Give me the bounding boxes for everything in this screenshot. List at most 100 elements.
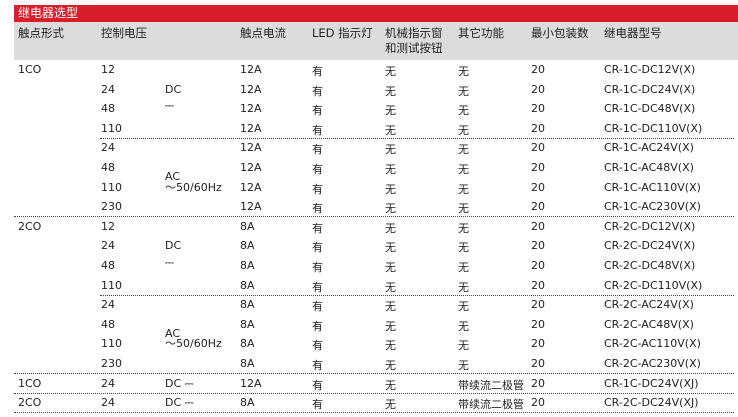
cell-model: CR-2C-AC230V(X)	[604, 357, 701, 370]
cell-led: 有	[312, 163, 323, 176]
row-divider	[14, 412, 734, 414]
cell-cur: 8A	[240, 259, 255, 272]
cell-cur: 8A	[240, 239, 255, 253]
cell-other: 无	[458, 104, 469, 118]
cell-mech: 无	[385, 163, 396, 176]
cell-volt: 48	[101, 259, 115, 272]
cell-volt: 48	[101, 102, 115, 116]
cell-pack: 20	[531, 357, 545, 370]
cell-cur: 8A	[240, 396, 255, 410]
cell-other: 无	[458, 261, 469, 274]
cell-cur: 12A	[240, 82, 262, 96]
cell-led: 有	[312, 398, 323, 412]
cell-type: AC	[165, 326, 181, 340]
cell-led: 有	[312, 123, 323, 137]
table-row: 230 8A 有 无 无 20 CR-2C-AC230V(X)	[0, 354, 738, 374]
cell-model: CR-1C-DC24V(X)	[604, 82, 696, 96]
section-title: 继电器选型	[14, 5, 738, 22]
cell-type: ～50/60Hz	[165, 180, 222, 194]
table-row: 230 12A 有 无 无 20 CR-1C-AC230V(X)	[0, 197, 738, 217]
cell-led: 有	[312, 84, 323, 98]
cell-mech: 无	[385, 65, 396, 78]
cell-volt: 12	[101, 219, 115, 233]
cell-cur: 12A	[240, 102, 262, 116]
cell-mech: 无	[385, 182, 396, 196]
cell-mech: 无	[385, 319, 396, 333]
cell-mech: 无	[385, 84, 396, 98]
cell-cur: 8A	[240, 317, 255, 331]
header-other: 其它功能	[458, 26, 504, 40]
cell-volt: 48	[101, 161, 115, 174]
cell-pack: 20	[531, 180, 545, 194]
cell-volt: 24	[101, 141, 115, 155]
cell-volt: 24	[101, 82, 115, 96]
cell-type: DC	[165, 239, 182, 253]
cell-type: DC ⎓	[165, 396, 194, 410]
cell-cur: 12A	[240, 200, 262, 214]
cell-form: 2CO	[18, 219, 42, 233]
row-divider	[100, 137, 734, 139]
cell-other: 无	[458, 84, 469, 98]
header-led: LED 指示灯	[312, 26, 373, 40]
cell-mech: 无	[385, 261, 396, 274]
cell-pack: 20	[531, 298, 545, 312]
cell-pack: 20	[531, 337, 545, 351]
table-row: 2CO 24 DC ⎓ 8A 有 无 带续流二极管 20 CR-2C-DC24V(XJ)	[0, 393, 738, 413]
cell-model: CR-2C-AC24V(X)	[604, 298, 694, 312]
table-row: 48 ⎓ 12A 有 无 无 20 CR-1C-DC48V(X)	[0, 99, 738, 119]
table-row: 48 AC 8A 有 无 无 20 CR-2C-AC48V(X)	[0, 315, 738, 340]
cell-model: CR-1C-DC12V(X)	[604, 63, 696, 76]
cell-model: CR-2C-DC48V(X)	[604, 259, 696, 272]
table-header	[14, 22, 738, 60]
cell-type: ⎓	[165, 99, 174, 113]
cell-model: CR-1C-DC48V(X)	[604, 102, 696, 116]
cell-pack: 20	[531, 161, 545, 174]
cell-cur: 8A	[240, 278, 255, 292]
cell-model: CR-1C-DC110V(X)	[604, 121, 703, 135]
cell-mech: 无	[385, 378, 396, 392]
cell-pack: 20	[531, 376, 545, 390]
cell-model: CR-1C-AC24V(X)	[604, 141, 694, 155]
table-row: 24 DC 8A 有 无 无 20 CR-2C-DC24V(X)	[0, 236, 738, 256]
cell-mech: 无	[385, 202, 396, 216]
cell-cur: 8A	[240, 357, 255, 370]
cell-volt: 110	[101, 337, 122, 351]
cell-type: AC	[165, 170, 181, 183]
cell-pack: 20	[531, 317, 545, 331]
cell-type: ～50/60Hz	[165, 337, 222, 351]
cell-cur: 12A	[240, 161, 262, 174]
cell-mech: 无	[385, 398, 396, 412]
table-row: 24 DC 12A 有 无 无 20 CR-1C-DC24V(X)	[0, 80, 738, 100]
cell-model: CR-1C-DC24V(XJ)	[604, 376, 699, 390]
table-row: 110 8A 有 无 无 20 CR-2C-DC110V(X)	[0, 276, 738, 296]
cell-pack: 20	[531, 259, 545, 272]
header-pack: 最小包装数	[531, 26, 589, 40]
header-model: 继电器型号	[604, 26, 662, 40]
cell-other: 无	[458, 319, 469, 333]
table-row: 24 12A 有 无 无 20 CR-1C-AC24V(X)	[0, 138, 738, 158]
cell-mech: 无	[385, 339, 396, 353]
cell-cur: 12A	[240, 376, 262, 390]
cell-cur: 12A	[240, 121, 262, 135]
header-current: 触点电流	[240, 26, 286, 40]
table-row: 110 ～50/60Hz 8A 有 无 无 20 CR-2C-AC110V(X)	[0, 334, 738, 354]
cell-type: DC	[165, 82, 182, 96]
cell-other: 无	[458, 143, 469, 157]
table-row: 1CO 24 DC ⎓ 12A 有 无 带续流二极管 20 CR-1C-DC24V(XJ)	[0, 374, 738, 394]
row-divider	[14, 216, 734, 218]
cell-other: 无	[458, 221, 469, 235]
cell-mech: 无	[385, 300, 396, 314]
cell-mech: 无	[385, 143, 396, 157]
header-voltage: 控制电压	[101, 26, 147, 40]
table-row: 1CO 12 12A 有 无 无 20 CR-1C-DC12V(X)	[0, 60, 738, 80]
cell-pack: 20	[531, 239, 545, 253]
cell-led: 有	[312, 261, 323, 274]
cell-led: 有	[312, 65, 323, 78]
cell-volt: 24	[101, 298, 115, 312]
cell-cur: 12A	[240, 180, 262, 194]
cell-other: 无	[458, 241, 469, 255]
cell-led: 有	[312, 221, 323, 235]
cell-other: 无	[458, 65, 469, 78]
cell-cur: 12A	[240, 141, 262, 155]
cell-other: 无	[458, 339, 469, 353]
